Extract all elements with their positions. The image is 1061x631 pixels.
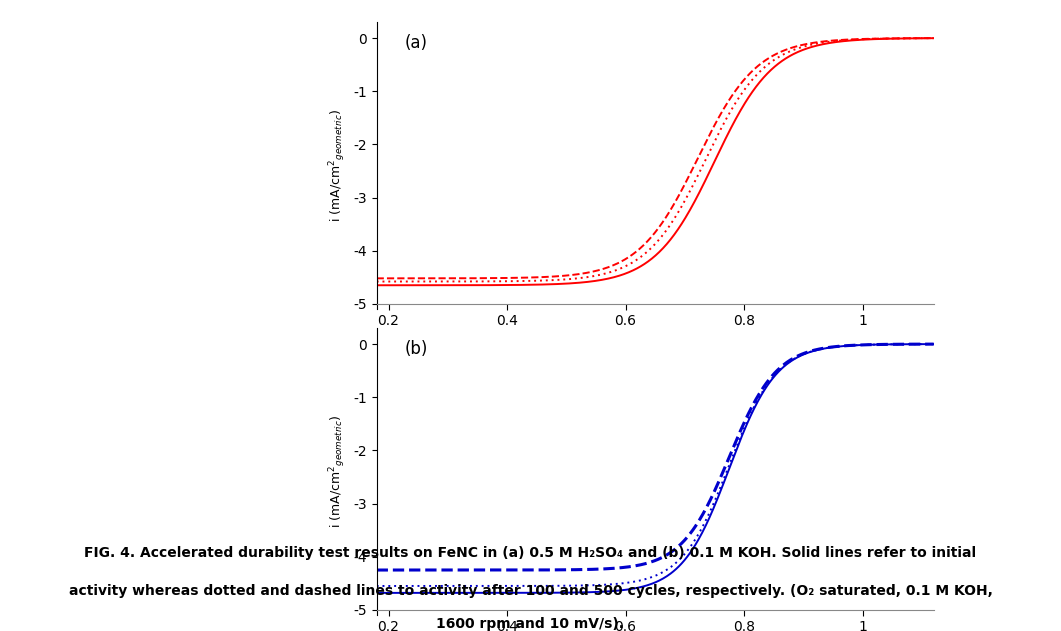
Y-axis label: i (mA/cm$^{2}$$_{geometric}$): i (mA/cm$^{2}$$_{geometric}$) [327,109,348,222]
Text: 1600 rpm and 10 mV/s).: 1600 rpm and 10 mV/s). [436,617,625,631]
Text: (b): (b) [404,339,428,358]
Text: activity whereas dotted and dashed lines to activity after 100 and 500 cycles, r: activity whereas dotted and dashed lines… [69,584,992,598]
Y-axis label: i (mA/cm$^{2}$$_{geometric}$): i (mA/cm$^{2}$$_{geometric}$) [327,415,348,528]
Text: (a): (a) [404,33,428,52]
Text: FIG. 4. Accelerated durability test results on FeNC in (a) 0.5 M H₂SO₄ and (b) 0: FIG. 4. Accelerated durability test resu… [85,546,976,560]
X-axis label: V (vs. RHE): V (vs. RHE) [607,334,703,349]
